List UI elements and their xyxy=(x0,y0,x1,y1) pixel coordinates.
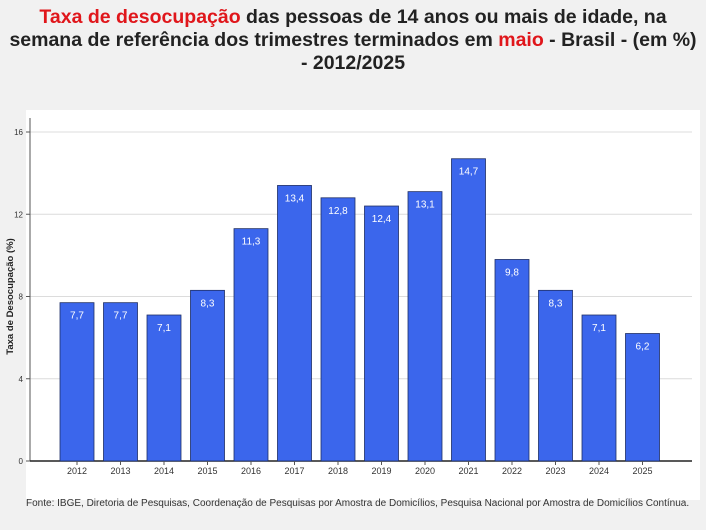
bar-2023 xyxy=(538,289,573,462)
bar-value-label: 12,8 xyxy=(328,206,348,217)
chart-header: Taxa de desocupação das pessoas de 14 an… xyxy=(0,0,706,104)
bar-value-label: 7,7 xyxy=(114,311,128,322)
chart-title: Taxa de desocupação das pessoas de 14 an… xyxy=(6,6,700,75)
x-tick-label: 2017 xyxy=(284,466,304,476)
bar-value-label: 8,3 xyxy=(549,298,563,309)
bar-2015 xyxy=(190,289,225,462)
title-text-end: - Brasil - (em %) - 2012/2025 xyxy=(300,29,697,74)
x-tick-label: 2019 xyxy=(371,466,391,476)
y-axis-label: Taxa de Desocupação (%) xyxy=(5,238,16,355)
y-tick-label: 16 xyxy=(14,128,23,137)
bar-value-label: 12,4 xyxy=(372,214,392,225)
title-highlight-month: maio xyxy=(498,29,544,51)
bar-value-label: 13,4 xyxy=(285,193,305,204)
bar-chart: 0 4 8 12 16 Taxa de Desocupação (%) 7,7 2012 7,7… xyxy=(5,110,700,500)
bar-2019 xyxy=(364,205,399,462)
bar-value-label: 13,1 xyxy=(415,200,435,211)
bar-2024 xyxy=(581,314,617,462)
x-tick-label: 2012 xyxy=(67,466,87,476)
x-tick-label: 2020 xyxy=(415,466,435,476)
bar-value-label: 7,1 xyxy=(157,323,171,334)
y-tick-label: 12 xyxy=(14,210,23,219)
bar-value-label: 14,7 xyxy=(459,167,479,178)
x-tick-label: 2024 xyxy=(589,466,609,476)
x-tick-label: 2018 xyxy=(328,466,348,476)
bar-2025 xyxy=(625,333,660,462)
chart-area: 0 4 8 12 16 Taxa de Desocupação (%) 7,7 2012 7,7… xyxy=(0,104,706,530)
y-tick-label: 4 xyxy=(19,375,24,384)
x-tick-label: 2016 xyxy=(241,466,261,476)
bar-2021 xyxy=(451,158,486,462)
x-tick-label: 2022 xyxy=(502,466,522,476)
bar-2020 xyxy=(407,191,443,462)
bar-value-label: 8,3 xyxy=(201,298,215,309)
y-tick-label: 8 xyxy=(19,293,24,302)
bar-2014 xyxy=(146,314,182,462)
bar-value-label: 7,7 xyxy=(70,311,84,322)
x-tick-label: 2025 xyxy=(632,466,652,476)
x-tick-label: 2021 xyxy=(458,466,478,476)
x-tick-label: 2015 xyxy=(197,466,217,476)
title-highlight-rate: Taxa de desocupação xyxy=(39,6,241,28)
bar-2022 xyxy=(494,259,530,462)
title-text: das pessoas de 14 anos ou mais de idade,… xyxy=(9,6,667,51)
bar-value-label: 9,8 xyxy=(505,267,519,278)
x-tick-label: 2014 xyxy=(154,466,174,476)
bar-value-label: 11,3 xyxy=(242,237,261,248)
bar-2013 xyxy=(103,302,138,462)
bar-2017 xyxy=(277,185,312,462)
x-tick-label: 2023 xyxy=(545,466,565,476)
y-tick-label: 0 xyxy=(19,457,24,466)
x-tick-label: 2013 xyxy=(110,466,130,476)
bar-2018 xyxy=(320,197,356,462)
bar-value-label: 7,1 xyxy=(592,323,606,334)
source-note: Fonte: IBGE, Diretoria de Pesquisas, Coo… xyxy=(26,498,690,509)
bar-value-label: 6,2 xyxy=(636,342,650,353)
bar-2012 xyxy=(59,302,95,462)
bar-2016 xyxy=(233,228,269,462)
